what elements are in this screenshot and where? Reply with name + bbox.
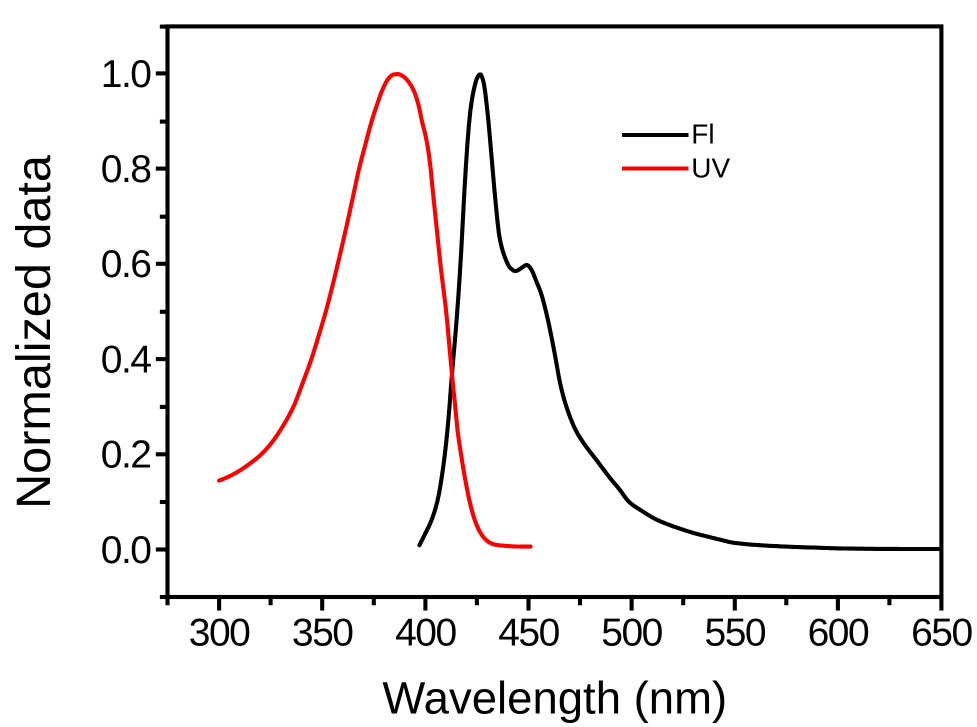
svg-text:UV: UV bbox=[691, 153, 730, 184]
svg-text:0.2: 0.2 bbox=[101, 434, 151, 477]
svg-text:Normalized data: Normalized data bbox=[7, 154, 61, 509]
svg-text:Fl: Fl bbox=[691, 119, 714, 150]
svg-text:0.0: 0.0 bbox=[101, 529, 152, 572]
svg-text:300: 300 bbox=[189, 611, 250, 654]
svg-text:0.4: 0.4 bbox=[101, 339, 152, 382]
svg-text:550: 550 bbox=[705, 611, 766, 654]
svg-text:1.0: 1.0 bbox=[101, 53, 152, 96]
svg-text:Wavelength (nm): Wavelength (nm) bbox=[382, 673, 727, 724]
svg-text:450: 450 bbox=[498, 611, 559, 654]
svg-text:350: 350 bbox=[292, 611, 353, 654]
svg-text:0.8: 0.8 bbox=[101, 148, 151, 191]
svg-text:600: 600 bbox=[808, 611, 869, 654]
svg-text:650: 650 bbox=[911, 611, 972, 654]
svg-text:0.6: 0.6 bbox=[101, 243, 151, 286]
svg-text:400: 400 bbox=[395, 611, 456, 654]
svg-text:500: 500 bbox=[601, 611, 662, 654]
